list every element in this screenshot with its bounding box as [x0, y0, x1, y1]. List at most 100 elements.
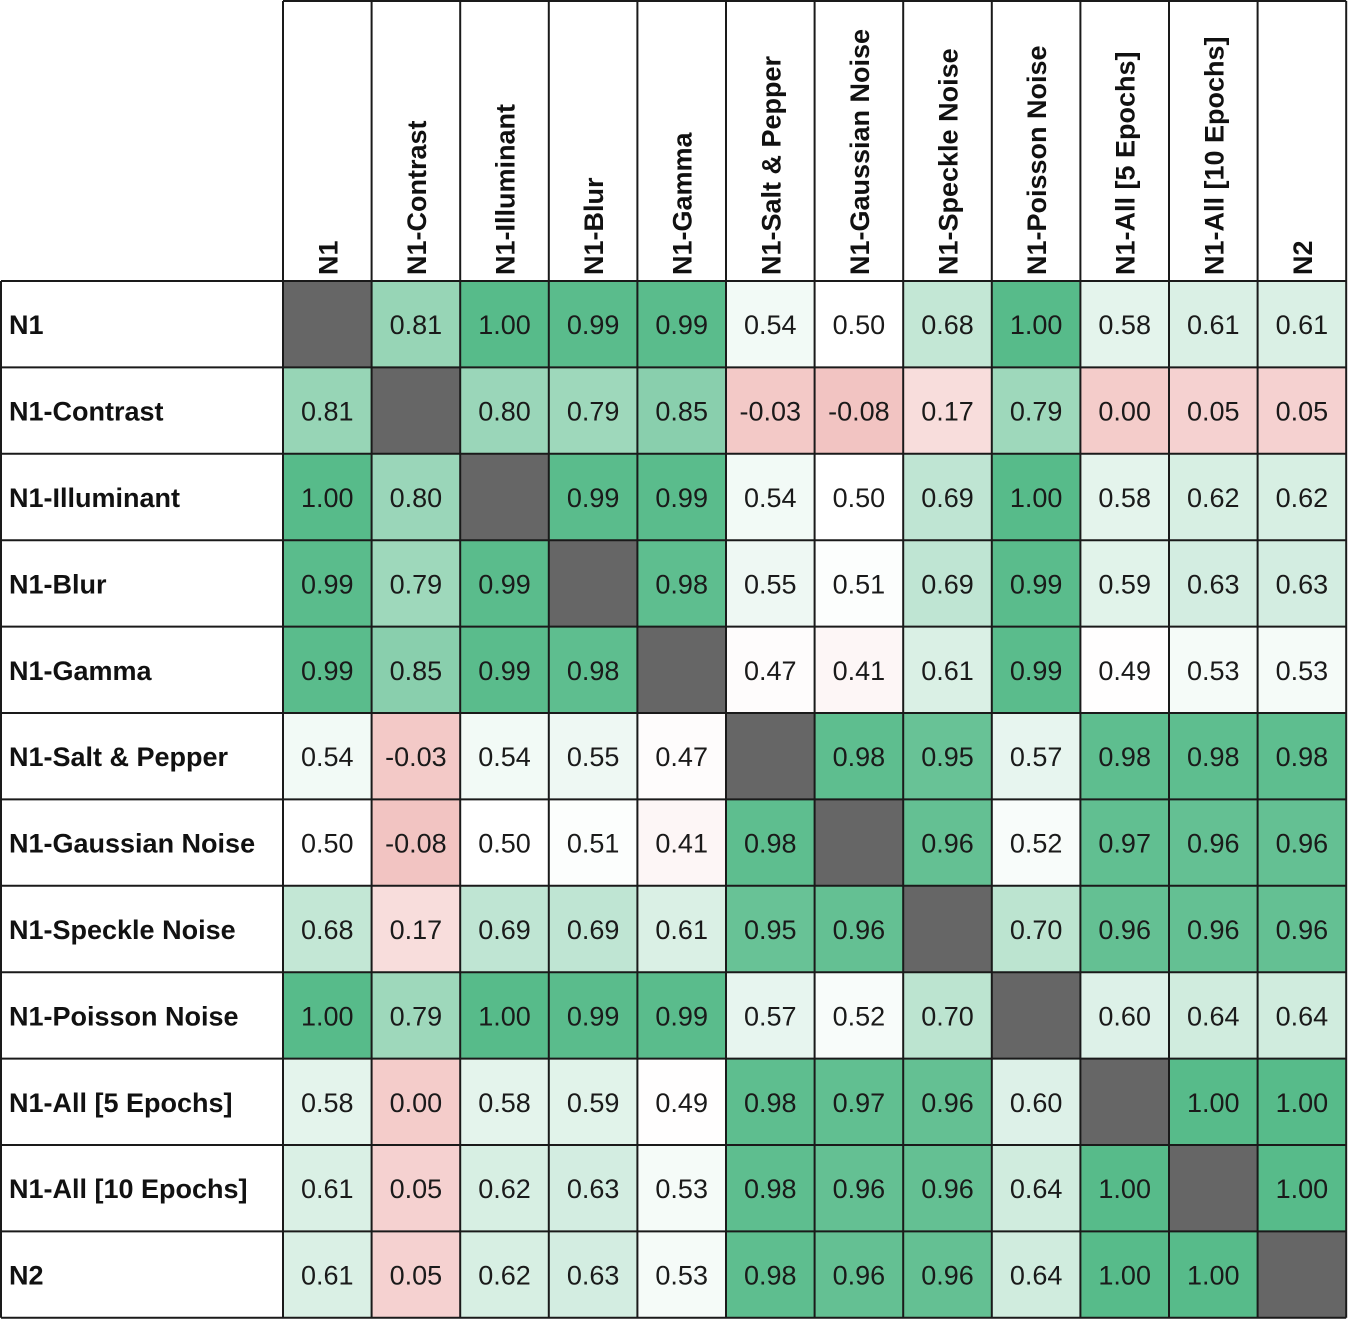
cell-value-label: 0.62	[1187, 483, 1240, 513]
heatmap-cell	[371, 540, 461, 627]
cell-value-label: 0.99	[567, 310, 620, 340]
cell-value-label: 0.60	[1098, 1001, 1151, 1031]
cell-value-label: 0.59	[567, 1088, 620, 1118]
heatmap-cell	[1169, 540, 1258, 627]
cell-value-label: 0.99	[478, 569, 531, 599]
cell-value-label: 0.80	[478, 397, 531, 427]
cell-value-label: 0.99	[1010, 656, 1063, 686]
column-label: N1-Poisson Noise	[1022, 45, 1052, 275]
cell-value-label: 0.62	[1276, 483, 1329, 513]
heatmap-cell	[371, 972, 461, 1059]
diagonal-cell	[371, 367, 461, 454]
heatmap-cell	[814, 1058, 904, 1145]
heatmap-cell	[371, 713, 461, 800]
heatmap-cell	[637, 799, 726, 886]
cell-value-label: 0.63	[1276, 569, 1329, 599]
row-label: N1-All [10 Epochs]	[9, 1174, 248, 1204]
cell-value-label: 0.80	[390, 483, 443, 513]
row-label: N2	[9, 1261, 44, 1291]
cell-value-label: 0.41	[655, 829, 708, 859]
cell-value-label: 0.96	[921, 829, 974, 859]
heatmap-cell	[903, 1058, 992, 1145]
cell-value-label: 0.96	[921, 1261, 974, 1291]
cell-value-label: 0.50	[301, 829, 354, 859]
heatmap-cell	[726, 626, 815, 713]
cell-value-label: 0.85	[655, 397, 708, 427]
heatmap-cell	[548, 1231, 638, 1318]
column-label: N1	[313, 240, 343, 275]
heatmap-cell	[814, 1145, 904, 1232]
cell-value-label: 0.97	[1098, 829, 1151, 859]
heatmap-cell	[548, 1058, 638, 1145]
cell-value-label: 0.52	[833, 1001, 886, 1031]
cell-value-label: 0.49	[655, 1088, 708, 1118]
heatmap-cell	[726, 367, 815, 454]
row-label: N1-Gaussian Noise	[9, 829, 255, 859]
heatmap-cell	[1169, 799, 1258, 886]
diagonal-cell	[991, 972, 1081, 1059]
cell-value-label: 0.05	[1276, 397, 1329, 427]
column-label: N1-Salt & Pepper	[756, 55, 786, 275]
heatmap-cell	[726, 885, 815, 973]
diagonal-cell	[548, 540, 638, 627]
heatmap-cell	[283, 626, 372, 713]
heatmap-cell	[814, 626, 904, 713]
cell-value-label: 0.79	[567, 397, 620, 427]
heatmap-cell	[637, 713, 726, 800]
cell-value-label: 0.68	[921, 310, 974, 340]
column-label: N1-Gamma	[668, 131, 698, 275]
cell-value-label: 1.00	[1098, 1261, 1151, 1291]
row-label: N1-All [5 Epochs]	[9, 1088, 233, 1118]
cell-value-label: 0.95	[744, 915, 797, 945]
cell-value-label: 0.95	[921, 742, 974, 772]
cell-value-label: 0.53	[1187, 656, 1240, 686]
cell-value-label: 0.17	[921, 397, 974, 427]
heatmap-cell	[283, 453, 372, 541]
heatmap-cell	[991, 1231, 1081, 1318]
heatmap-cell	[726, 281, 815, 368]
cell-value-label: 0.64	[1276, 1001, 1329, 1031]
heatmap-cell	[1257, 281, 1347, 368]
heatmap-cell	[1169, 281, 1258, 368]
cell-value-label: 0.99	[301, 569, 354, 599]
heatmap-cell	[814, 540, 904, 627]
heatmap-cell	[548, 972, 638, 1059]
cell-value-label: 1.00	[1098, 1174, 1151, 1204]
cell-value-label: 0.55	[567, 742, 620, 772]
cell-value-label: 1.00	[301, 483, 354, 513]
heatmap-cell	[283, 713, 372, 800]
heatmap-cell	[1257, 1145, 1347, 1232]
heatmap-cell	[548, 367, 638, 454]
cell-value-label: 0.99	[567, 483, 620, 513]
heatmap-cell	[726, 1231, 815, 1318]
cell-value-label: 0.97	[833, 1088, 886, 1118]
cell-value-label: 0.63	[1187, 569, 1240, 599]
row-label: N1-Illuminant	[9, 483, 180, 513]
heatmap-cell	[460, 713, 549, 800]
heatmap-cell	[460, 540, 549, 627]
cell-value-label: 0.98	[567, 656, 620, 686]
heatmap-cell	[283, 799, 372, 886]
cell-value-label: 1.00	[1276, 1088, 1329, 1118]
column-label: N1-All [10 Epochs]	[1199, 36, 1229, 275]
heatmap-cell	[460, 1145, 549, 1232]
heatmap-cell	[1169, 1231, 1258, 1318]
heatmap-cell	[1257, 885, 1347, 973]
heatmap-cell	[1257, 367, 1347, 454]
row-label: N1	[9, 310, 44, 340]
heatmap-cell	[903, 713, 992, 800]
cell-value-label: 0.62	[478, 1261, 531, 1291]
heatmap-cell	[637, 885, 726, 973]
cell-value-label: 0.98	[744, 829, 797, 859]
cell-value-label: 0.53	[1276, 656, 1329, 686]
cell-value-label: 0.96	[1098, 915, 1151, 945]
heatmap-cell	[1257, 972, 1347, 1059]
heatmap-cell	[903, 1231, 992, 1318]
heatmap-cell	[903, 1145, 992, 1232]
heatmap-cell	[903, 453, 992, 541]
heatmap-cell	[903, 799, 992, 886]
heatmap-cell	[1169, 713, 1258, 800]
cell-value-label: 0.99	[655, 1001, 708, 1031]
cell-value-label: 0.98	[1276, 742, 1329, 772]
heatmap-cell	[814, 367, 904, 454]
